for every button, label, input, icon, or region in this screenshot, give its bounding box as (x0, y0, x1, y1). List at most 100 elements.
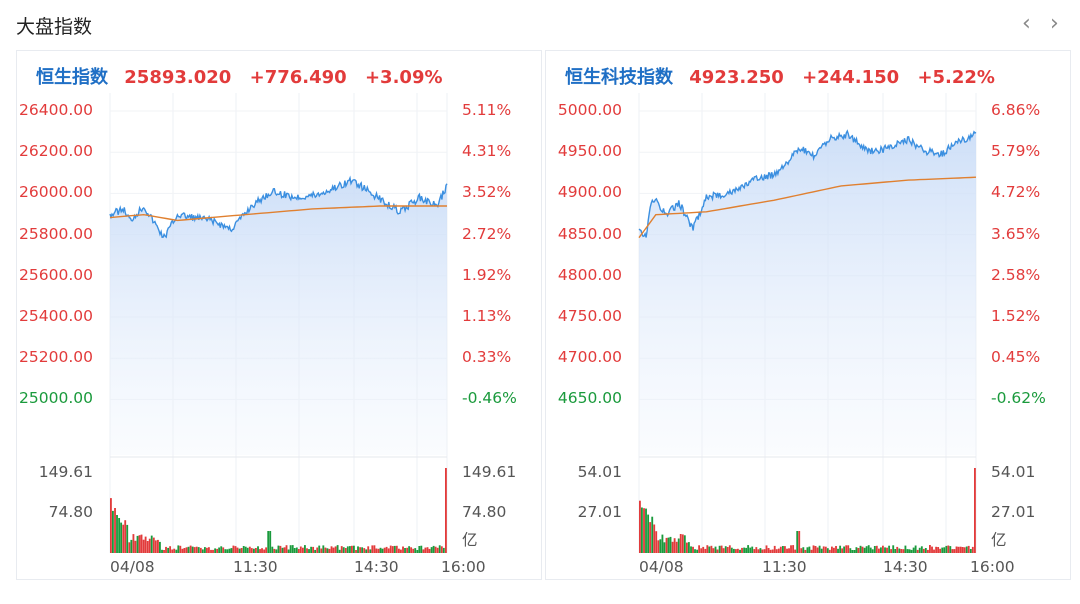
volume-bar (257, 546, 259, 553)
pct-axis-label: -0.46% (462, 389, 517, 408)
volume-bar (790, 545, 792, 553)
volume-bar (779, 546, 782, 553)
volume-bar (232, 545, 235, 553)
volume-bar (322, 545, 325, 553)
price-axis-label: 4750.00 (557, 307, 622, 325)
volume-bar (706, 545, 709, 553)
volume-bar (686, 542, 688, 553)
volume-bar (816, 547, 819, 553)
volume-bar (302, 547, 304, 553)
volume-bar (193, 547, 196, 553)
time-axis-label: 14:30 (354, 558, 399, 576)
volume-bar (722, 548, 725, 553)
volume-bar (869, 547, 872, 553)
volume-bar (167, 547, 170, 553)
volume-bar (169, 546, 172, 553)
volume-bar (767, 548, 770, 553)
volume-bar (688, 542, 690, 553)
volume-axis-label: 27.01 (577, 503, 622, 521)
volume-bar (269, 531, 272, 553)
volume-bar (436, 547, 439, 553)
volume-bar (910, 549, 913, 553)
volume-bar (324, 547, 327, 553)
volume-axis-label-right: 54.01 (991, 463, 1036, 481)
volume-bar (900, 549, 903, 553)
volume-bar (228, 548, 231, 553)
volume-bar (759, 548, 762, 553)
volume-bar (798, 531, 801, 553)
volume-bar (645, 508, 647, 553)
volume-bar (422, 549, 425, 553)
volume-bar (853, 550, 856, 553)
volume-bar (144, 536, 147, 553)
volume-bar (751, 546, 754, 553)
index-price: 25893.020 (124, 67, 232, 88)
volume-bar (720, 545, 723, 553)
volume-bar (226, 549, 229, 553)
volume-bar (935, 546, 938, 553)
volume-bar (328, 548, 331, 553)
volume-bar (367, 546, 370, 553)
index-card-hsi[interactable]: 恒生指数 25893.020 +776.490 +3.09% 26400.00 2… (16, 50, 542, 580)
volume-bar (669, 536, 672, 553)
volume-bar (892, 545, 895, 553)
price-axis-label: 4850.00 (557, 224, 622, 243)
volume-bar (248, 546, 251, 553)
chevron-right-icon[interactable]: › (1050, 11, 1059, 36)
volume-bar (122, 524, 125, 553)
volume-bar (716, 549, 719, 553)
volume-bar (702, 546, 705, 553)
volume-bar (201, 549, 204, 553)
volume-axis-label-right: 亿 (991, 531, 1007, 549)
volume-bar (344, 548, 347, 553)
volume-bar (775, 549, 778, 553)
volume-bar (673, 538, 676, 553)
volume-bar (418, 546, 421, 553)
volume-bar (222, 547, 225, 553)
volume-bar (971, 546, 974, 553)
volume-bar (402, 546, 404, 553)
volume-bar (175, 549, 178, 553)
card-header: 恒生科技指数 4923.250 +244.150 +5.22% (565, 63, 1007, 89)
index-name: 恒生指数 (36, 67, 108, 88)
volume-axis-label-right: 27.01 (991, 503, 1036, 521)
volume-bar (118, 518, 121, 553)
price-line (638, 129, 977, 238)
volume-bar (974, 468, 976, 553)
volume-bar (185, 547, 188, 553)
price-area (639, 131, 976, 455)
time-axis-label: 11:30 (762, 558, 807, 576)
volume-bar (855, 547, 858, 553)
volume-bar (951, 549, 954, 553)
volume-bar (704, 548, 707, 553)
volume-bar (181, 548, 184, 553)
volume-bar (681, 534, 684, 553)
volume-bar (822, 546, 825, 553)
volume-bar (765, 545, 768, 553)
price-axis-label: 4650.00 (557, 389, 622, 408)
volume-bar (730, 547, 733, 553)
intraday-chart (109, 93, 448, 553)
volume-bar (863, 547, 866, 553)
volume-bar (316, 547, 319, 553)
volume-bar (724, 546, 727, 553)
volume-bar (871, 549, 874, 553)
volume-bar (359, 547, 362, 553)
volume-bar (737, 548, 739, 553)
volume-bar (255, 548, 257, 553)
volume-bar (918, 547, 921, 553)
volume-bar (698, 545, 701, 553)
index-card-hstech[interactable]: 恒生科技指数 4923.250 +244.150 +5.22% 5000.00 4… (545, 50, 1071, 580)
price-axis-label: 4800.00 (557, 265, 622, 284)
volume-bar (334, 546, 337, 553)
time-axis-label: 14:30 (883, 558, 928, 576)
volume-bar (306, 548, 308, 553)
pct-axis-label: 1.92% (462, 265, 512, 284)
volume-bar (357, 546, 359, 553)
volume-bar (163, 550, 165, 553)
volume-bar (150, 535, 153, 553)
chevron-left-icon[interactable]: ‹ (1022, 11, 1031, 36)
volume-bar (745, 547, 748, 553)
volume-bar (761, 549, 764, 553)
pct-axis-label: 2.72% (462, 224, 512, 243)
